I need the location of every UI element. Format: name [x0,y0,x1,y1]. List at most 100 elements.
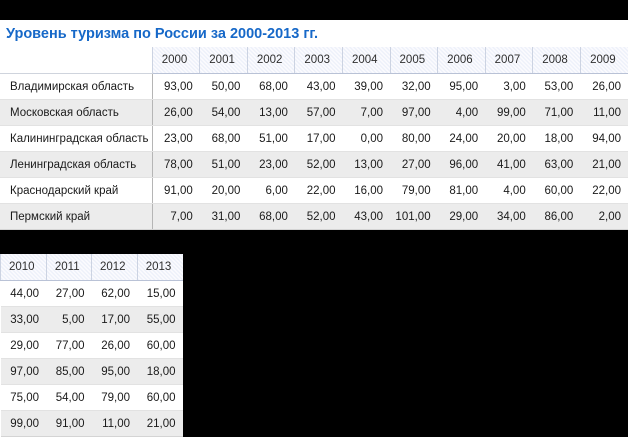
cell: 33,00 [0,306,46,333]
cell: 86,00 [532,203,581,230]
table-corner-cell [0,47,153,74]
cell: 99,00 [485,99,533,126]
cell: 13,00 [247,99,295,126]
cell: 26,00 [152,99,200,126]
cell: 78,00 [152,151,200,178]
cell: 44,00 [0,280,46,307]
cell: 26,00 [580,73,628,100]
cell: 22,00 [294,177,343,204]
tourism-table-main: 2000 2001 2002 2003 2004 2005 2006 2007 … [0,47,628,230]
tourism-table-continued: 2010 2011 2012 2013 44,00 27,00 62,00 15… [0,254,183,437]
cell: 29,00 [437,203,486,230]
cell: 79,00 [390,177,438,204]
table-row: 29,00 77,00 26,00 60,00 [0,332,183,359]
cell: 27,00 [390,151,438,178]
top-black-band [0,0,628,20]
table-header-row: 2010 2011 2012 2013 [0,254,183,281]
cell: 52,00 [294,203,343,230]
cell: 97,00 [390,99,438,126]
cell: 13,00 [342,151,391,178]
cell: 53,00 [532,73,581,100]
document-continuation-region: 2010 2011 2012 2013 44,00 27,00 62,00 15… [0,254,183,437]
cell: 15,00 [137,280,183,307]
cell: 93,00 [152,73,200,100]
table-row: Калининградская область 23,00 68,00 51,0… [0,125,628,152]
column-header-2004[interactable]: 2004 [341,47,391,74]
column-header-2007[interactable]: 2007 [484,47,533,74]
row-label: Краснодарский край [0,177,153,204]
column-header-2013[interactable]: 2013 [136,254,183,281]
cell: 54,00 [199,99,248,126]
cell: 26,00 [91,332,137,359]
row-label: Московская область [0,99,153,126]
cell: 85,00 [46,358,92,385]
cell: 20,00 [199,177,248,204]
cell: 4,00 [437,99,486,126]
table-row: 97,00 85,00 95,00 18,00 [0,358,183,385]
table-header: 2000 2001 2002 2003 2004 2005 2006 2007 … [0,47,628,74]
cell: 60,00 [137,384,183,411]
table-row: Московская область 26,00 54,00 13,00 57,… [0,99,628,126]
column-header-2005[interactable]: 2005 [389,47,438,74]
cell: 41,00 [485,151,533,178]
cell: 55,00 [137,306,183,333]
cell: 52,00 [294,151,343,178]
cell: 77,00 [46,332,92,359]
cell: 95,00 [91,358,137,385]
cell: 79,00 [91,384,137,411]
table-header-continued: 2010 2011 2012 2013 [0,254,183,281]
cell: 63,00 [532,151,581,178]
cell: 97,00 [0,358,46,385]
cell: 16,00 [342,177,391,204]
cell: 5,00 [46,306,92,333]
cell: 17,00 [91,306,137,333]
row-label: Ленинградская область [0,151,153,178]
cell: 80,00 [390,125,438,152]
column-header-2000[interactable]: 2000 [151,47,200,74]
row-label: Пермский край [0,203,153,230]
page-title: Уровень туризма по России за 2000-2013 г… [6,26,318,42]
column-header-2006[interactable]: 2006 [437,47,486,74]
cell: 57,00 [294,99,343,126]
cell: 34,00 [485,203,533,230]
cell: 18,00 [137,358,183,385]
cell: 20,00 [485,125,533,152]
cell: 23,00 [152,125,200,152]
cell: 51,00 [199,151,248,178]
column-header-2001[interactable]: 2001 [199,47,248,74]
cell: 31,00 [199,203,248,230]
cell: 17,00 [294,125,343,152]
table-row: Краснодарский край 91,00 20,00 6,00 22,0… [0,177,628,204]
cell: 7,00 [342,99,391,126]
cell: 75,00 [0,384,46,411]
column-header-2008[interactable]: 2008 [532,47,581,74]
table-body: Владимирская область 93,00 50,00 68,00 4… [0,73,628,230]
cell: 68,00 [199,125,248,152]
table-row: Владимирская область 93,00 50,00 68,00 4… [0,73,628,100]
cell: 22,00 [580,177,628,204]
cell: 43,00 [294,73,343,100]
cell: 21,00 [580,151,628,178]
cell: 101,00 [390,203,438,230]
column-header-2002[interactable]: 2002 [246,47,295,74]
cell: 4,00 [485,177,533,204]
cell: 43,00 [342,203,391,230]
column-header-2003[interactable]: 2003 [294,47,343,74]
cell: 32,00 [390,73,438,100]
column-header-2011[interactable]: 2011 [45,254,92,281]
column-header-2012[interactable]: 2012 [91,254,137,281]
column-header-2010[interactable]: 2010 [0,254,46,281]
cell: 68,00 [247,73,295,100]
row-label: Владимирская область [0,73,153,100]
cell: 11,00 [580,99,628,126]
cell: 0,00 [342,125,391,152]
column-header-2009[interactable]: 2009 [579,47,628,74]
cell: 81,00 [437,177,486,204]
cell: 3,00 [485,73,533,100]
cell: 71,00 [532,99,581,126]
cell: 6,00 [247,177,295,204]
cell: 91,00 [152,177,200,204]
cell: 68,00 [247,203,295,230]
table-row: Ленинградская область 78,00 51,00 23,00 … [0,151,628,178]
